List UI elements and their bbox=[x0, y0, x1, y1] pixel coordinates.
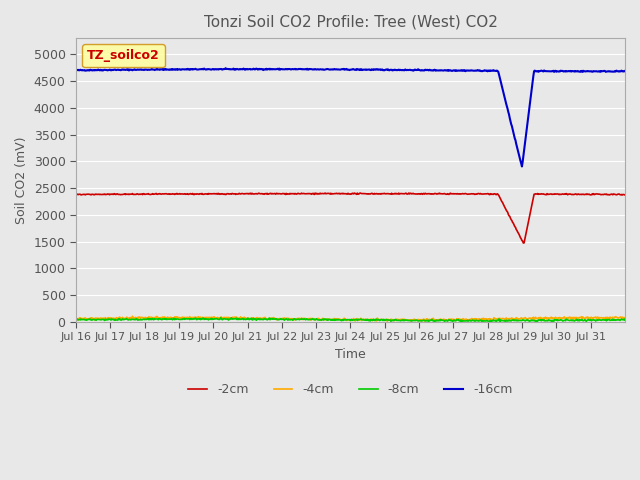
-8cm bbox=[286, 317, 294, 323]
Line: -4cm: -4cm bbox=[76, 316, 625, 322]
-4cm bbox=[408, 317, 416, 323]
-2cm bbox=[408, 191, 415, 197]
-2cm bbox=[520, 240, 527, 246]
-16cm bbox=[72, 67, 80, 73]
-8cm bbox=[217, 315, 225, 321]
-2cm bbox=[237, 191, 245, 197]
-4cm bbox=[439, 317, 447, 323]
-8cm bbox=[72, 316, 80, 322]
-16cm bbox=[136, 67, 144, 72]
-2cm bbox=[72, 192, 80, 198]
-8cm bbox=[238, 316, 246, 322]
-4cm bbox=[266, 315, 273, 321]
Line: -16cm: -16cm bbox=[76, 68, 625, 167]
-16cm bbox=[221, 65, 229, 71]
-4cm bbox=[137, 314, 145, 320]
-4cm bbox=[286, 316, 294, 322]
Line: -2cm: -2cm bbox=[76, 193, 625, 243]
-2cm bbox=[621, 192, 629, 198]
-4cm bbox=[72, 316, 80, 322]
-16cm bbox=[621, 68, 629, 74]
-2cm bbox=[438, 191, 446, 197]
-2cm bbox=[356, 190, 364, 196]
-4cm bbox=[621, 315, 629, 321]
-8cm bbox=[266, 315, 273, 321]
-16cm bbox=[238, 66, 246, 72]
-8cm bbox=[621, 316, 629, 322]
-16cm bbox=[518, 164, 526, 169]
-16cm bbox=[286, 66, 294, 72]
-16cm bbox=[408, 67, 415, 73]
-4cm bbox=[383, 319, 391, 324]
-8cm bbox=[487, 319, 495, 324]
-2cm bbox=[285, 191, 293, 197]
-4cm bbox=[129, 313, 136, 319]
-8cm bbox=[438, 317, 446, 323]
Legend: -2cm, -4cm, -8cm, -16cm: -2cm, -4cm, -8cm, -16cm bbox=[184, 378, 518, 401]
-2cm bbox=[136, 192, 144, 197]
Line: -8cm: -8cm bbox=[76, 318, 625, 322]
X-axis label: Time: Time bbox=[335, 348, 366, 361]
Y-axis label: Soil CO2 (mV): Soil CO2 (mV) bbox=[15, 136, 28, 224]
-8cm bbox=[408, 318, 415, 324]
-8cm bbox=[136, 316, 144, 322]
Title: Tonzi Soil CO2 Profile: Tree (West) CO2: Tonzi Soil CO2 Profile: Tree (West) CO2 bbox=[204, 15, 497, 30]
-16cm bbox=[266, 66, 273, 72]
-2cm bbox=[265, 192, 273, 197]
-16cm bbox=[438, 68, 446, 73]
-4cm bbox=[238, 315, 246, 321]
